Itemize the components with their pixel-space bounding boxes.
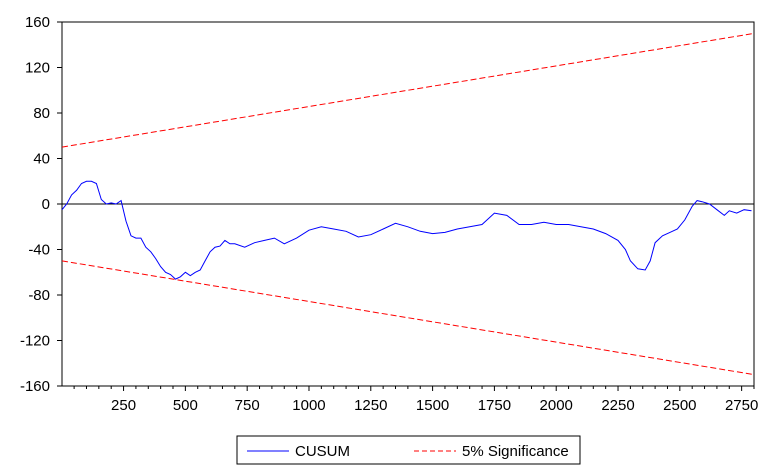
y-tick-label: -80 [28,287,50,304]
cusum-line [61,180,752,280]
x-tick-label: 1000 [292,397,325,414]
y-tick-label: 120 [25,60,50,77]
lower-significance-line [61,260,755,376]
legend-box [236,435,581,465]
x-tick-label: 1250 [354,397,387,414]
x-tick-label: 2500 [663,397,696,414]
upper-significance-line [61,32,755,148]
x-tick-label: 250 [111,397,136,414]
x-tick-label: 1500 [416,397,449,414]
legend-label: 5% Significance [462,443,569,460]
x-tick-label: 750 [235,397,260,414]
x-tick-label: 500 [173,397,198,414]
y-tick-label: 40 [33,151,50,168]
y-tick-label: -120 [20,333,50,350]
legend-label: CUSUM [295,443,350,460]
series-group [61,32,755,376]
y-tick-label: -160 [20,378,50,395]
x-tick-label: 2000 [540,397,573,414]
y-tick-label: -40 [28,242,50,259]
y-tick-label: 0 [42,196,50,213]
y-tick-label: 160 [25,14,50,31]
x-tick-label: 2250 [601,397,634,414]
legend: CUSUM 5% Significance [236,435,581,465]
y-axis: 160 120 80 40 0 -40 -80 -120 -160 [20,14,62,395]
y-tick-label: 80 [33,105,50,122]
x-tick-label: 2750 [725,397,758,414]
x-tick-label: 1750 [478,397,511,414]
x-axis: 250 500 750 1000 1250 1500 1750 2000 2250 2500 275… [73,386,758,414]
